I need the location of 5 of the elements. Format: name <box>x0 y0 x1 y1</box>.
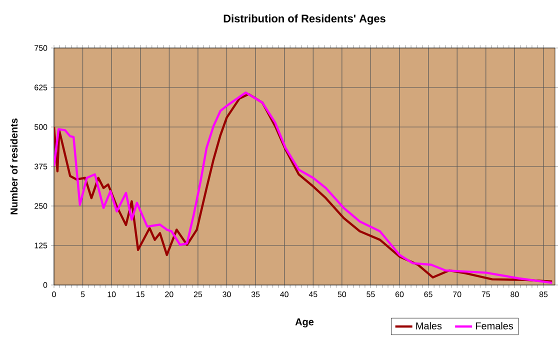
y-axis-title: Number of residents <box>10 118 18 214</box>
legend-label: Females <box>476 322 514 330</box>
legend-label: Males <box>416 322 442 330</box>
x-axis-title: Age <box>295 318 314 328</box>
chart-title: Distribution of Residents' Ages <box>224 14 386 25</box>
